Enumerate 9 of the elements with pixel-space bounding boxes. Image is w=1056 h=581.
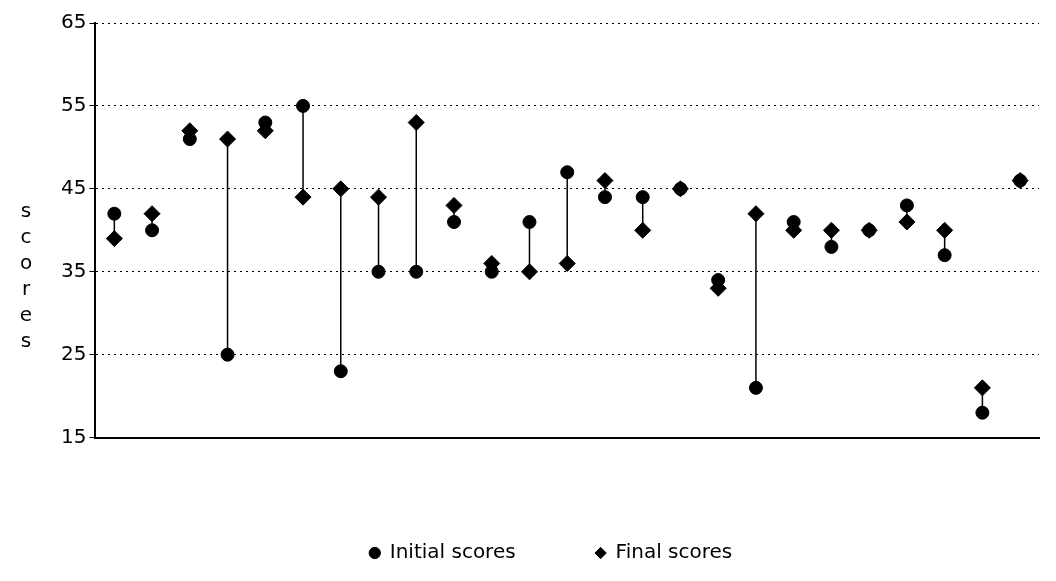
legend-label: Final scores — [615, 539, 733, 564]
y-tick-label: 25 — [61, 340, 87, 365]
y-tick-label: 15 — [61, 423, 87, 448]
y-tick-label: 45 — [61, 175, 87, 200]
y-tick-label: 55 — [61, 92, 87, 117]
legend-label: Initial scores — [389, 539, 516, 564]
y-tick-label: 35 — [61, 257, 87, 282]
y-tick-label: 65 — [61, 9, 87, 34]
y-axis-title: scores — [14, 198, 38, 354]
